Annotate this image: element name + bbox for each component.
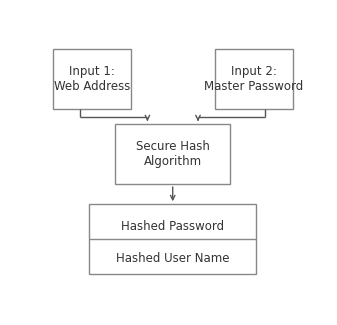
Text: Input 1:
Web Address: Input 1: Web Address — [54, 65, 130, 93]
Bar — [215, 49, 293, 109]
Bar — [115, 124, 230, 184]
Text: Hashed User Name: Hashed User Name — [116, 252, 229, 265]
Text: Input 2:
Master Password: Input 2: Master Password — [204, 65, 303, 93]
Bar — [53, 49, 131, 109]
Bar — [89, 204, 256, 274]
Text: Hashed Password: Hashed Password — [121, 220, 224, 233]
Text: Secure Hash
Algorithm: Secure Hash Algorithm — [136, 140, 210, 168]
